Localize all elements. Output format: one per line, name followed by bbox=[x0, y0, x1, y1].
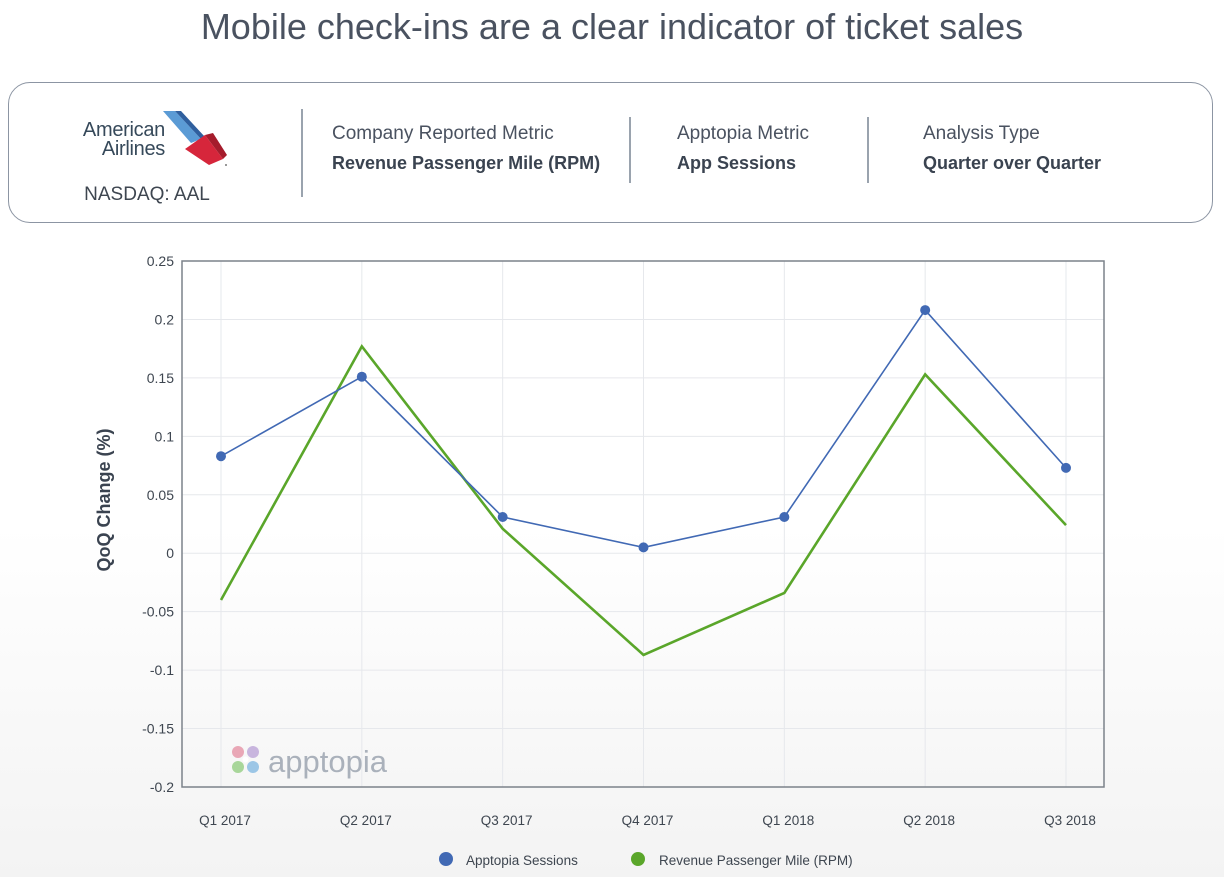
company-metric-label: Company Reported Metric bbox=[332, 123, 554, 144]
data-point-sessions bbox=[920, 305, 931, 316]
y-tick-label: 0.15 bbox=[147, 370, 174, 386]
data-point-sessions bbox=[356, 371, 367, 382]
data-point-sessions bbox=[1061, 462, 1071, 473]
data-point-sessions bbox=[779, 511, 790, 522]
apptopia-metric-value: App Sessions bbox=[677, 153, 797, 173]
x-tick-label: Q3 2018 bbox=[1044, 813, 1096, 828]
divider bbox=[629, 117, 631, 183]
apptopia-watermark: apptopia bbox=[232, 744, 388, 779]
x-tick-label: Q2 2017 bbox=[340, 813, 392, 828]
legend-label: Revenue Passenger Mile (RPM) bbox=[659, 853, 853, 868]
x-tick-label: Q1 2017 bbox=[199, 813, 251, 828]
y-axis-title: QoQ Change (%) bbox=[94, 428, 114, 571]
apptopia-logo-icon bbox=[232, 746, 259, 773]
company-logo: American Airlines bbox=[63, 109, 231, 175]
page-title: Mobile check-ins are a clear indicator o… bbox=[200, 6, 1024, 47]
info-card: American Airlines NASDAQ: AAL Company Re… bbox=[8, 82, 1213, 223]
analysis-type: Analysis Type Quarter over Quarter bbox=[923, 123, 1101, 174]
watermark-text: apptopia bbox=[268, 744, 388, 779]
series-line-rpm bbox=[219, 343, 1067, 657]
divider bbox=[301, 109, 303, 197]
x-tick-label: Q4 2017 bbox=[622, 813, 674, 828]
legend-label: Apptopia Sessions bbox=[466, 853, 578, 868]
logo-line-1: American bbox=[82, 119, 165, 141]
data-point-sessions bbox=[497, 511, 508, 522]
data-point-sessions bbox=[638, 542, 649, 553]
y-tick-label: 0 bbox=[166, 545, 174, 561]
ticker-label: NASDAQ: AAL bbox=[84, 184, 210, 205]
y-tick-label: -0.1 bbox=[150, 662, 174, 678]
plot-frame bbox=[181, 260, 1105, 788]
y-tick-label: 0.05 bbox=[147, 487, 174, 503]
company-metric-value: Revenue Passenger Mile (RPM) bbox=[332, 153, 601, 173]
series-layer bbox=[216, 305, 1071, 657]
legend-marker bbox=[439, 852, 453, 866]
x-axis-ticks: Q1 2017 Q2 2017 Q3 2017 Q4 2017 Q1 2018 Q2 20… bbox=[199, 813, 1096, 828]
x-tick-label: Q3 2017 bbox=[481, 813, 533, 828]
y-tick-label: -0.15 bbox=[142, 721, 174, 737]
y-tick-label: 0.25 bbox=[147, 253, 174, 269]
legend-marker bbox=[631, 852, 645, 866]
y-tick-label: 0.1 bbox=[155, 428, 175, 444]
y-tick-label: -0.05 bbox=[142, 604, 174, 620]
logo-wordmark: American Airlines bbox=[75, 119, 165, 160]
legend: Apptopia Sessions Revenue Passenger Mile … bbox=[439, 852, 853, 868]
grid-lines bbox=[182, 260, 1104, 788]
x-tick-label: Q2 2018 bbox=[903, 813, 955, 828]
company-metric: Company Reported Metric Revenue Passenge… bbox=[332, 123, 600, 174]
flight-symbol-icon bbox=[163, 111, 227, 166]
logo-line-2: Airlines bbox=[101, 138, 165, 160]
apptopia-metric-label: Apptopia Metric bbox=[677, 123, 810, 144]
apptopia-metric: Apptopia Metric App Sessions bbox=[677, 123, 809, 174]
divider bbox=[867, 117, 869, 183]
data-point-sessions bbox=[216, 451, 226, 462]
y-axis-ticks: 0.25 0.2 0.15 0.1 0.05 0 -0.05 -0.1 -0.15 -0.2 bbox=[142, 253, 174, 795]
analysis-type-value: Quarter over Quarter bbox=[923, 153, 1102, 173]
x-tick-label: Q1 2018 bbox=[762, 813, 814, 828]
analysis-type-label: Analysis Type bbox=[923, 123, 1040, 144]
y-tick-label: 0.2 bbox=[155, 311, 175, 327]
y-tick-label: -0.2 bbox=[150, 779, 174, 795]
